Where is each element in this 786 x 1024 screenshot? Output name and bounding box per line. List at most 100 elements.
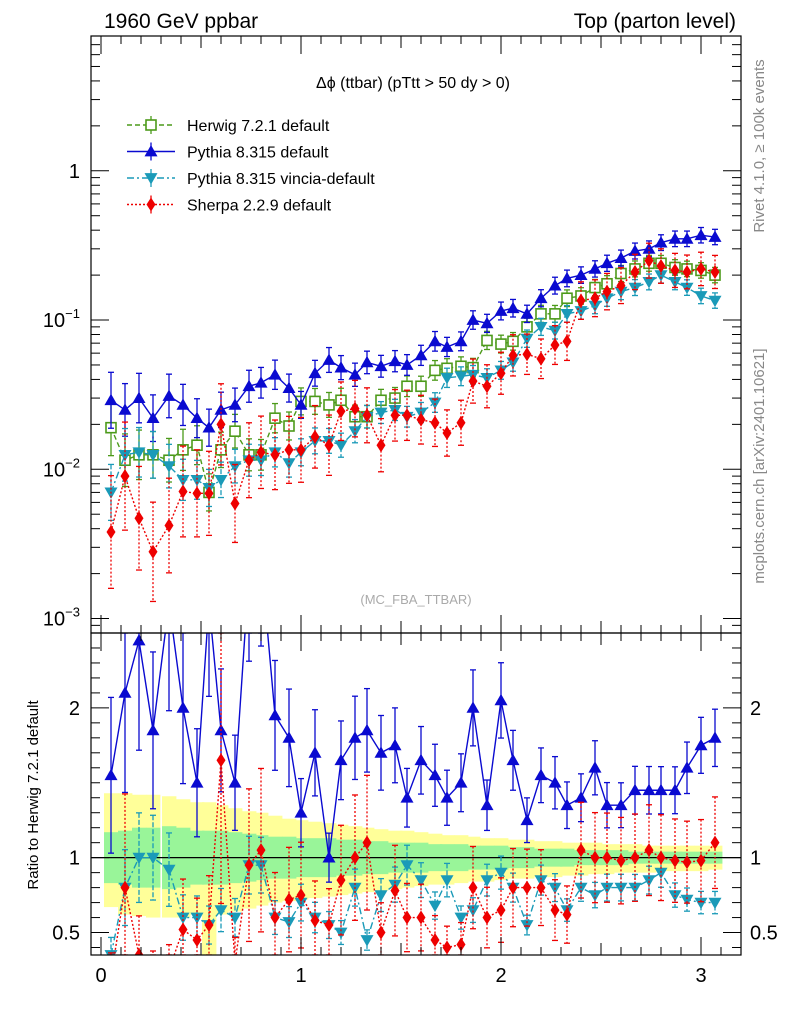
point-pythia — [360, 723, 374, 736]
point-pythia — [480, 316, 494, 329]
point-pythia — [268, 368, 282, 380]
point-sherpa — [576, 843, 586, 858]
y-tick-exp: −3 — [65, 605, 80, 620]
legend-label-pythia: Pythia 8.315 default — [187, 145, 329, 162]
point-sherpa — [336, 873, 346, 888]
point-pythia — [334, 753, 348, 766]
point-vincia — [282, 917, 296, 929]
point-sherpa — [296, 442, 306, 457]
point-sherpa — [120, 880, 130, 895]
series-line-vincia — [110, 274, 716, 493]
point-vincia — [374, 890, 388, 902]
point-pythia — [308, 366, 322, 379]
series-line-sherpa — [110, 259, 716, 554]
point-sherpa — [430, 933, 440, 948]
y-tick-label: 10−3 — [43, 605, 80, 631]
point-sherpa — [107, 970, 116, 984]
ratio-series-sherpa — [107, 633, 720, 984]
point-sherpa — [192, 933, 202, 948]
point-vincia — [162, 461, 176, 473]
point-pythia — [454, 776, 468, 788]
point-sherpa — [656, 850, 666, 865]
point-pythia — [680, 761, 694, 773]
main-panel — [104, 226, 722, 603]
point-sherpa — [390, 883, 400, 898]
point-sherpa — [482, 910, 492, 925]
point-sherpa — [576, 293, 586, 308]
point-herwig — [269, 412, 281, 424]
point-pythia — [428, 334, 442, 347]
point-pythia — [388, 738, 402, 751]
point-sherpa — [231, 955, 240, 969]
point-pythia — [628, 783, 642, 796]
point-sherpa — [496, 903, 506, 918]
point-sherpa — [216, 753, 226, 768]
point-sherpa — [644, 843, 654, 858]
point-pythia — [163, 597, 176, 608]
point-sherpa — [134, 511, 144, 526]
point-vincia — [374, 407, 388, 420]
point-herwig — [229, 425, 241, 437]
point-herwig — [535, 308, 547, 320]
point-vincia — [440, 372, 454, 385]
point-pythia — [348, 731, 362, 743]
point-pythia — [255, 552, 268, 563]
x-tick-label: 0 — [95, 965, 106, 987]
point-sherpa — [550, 903, 560, 918]
point-vincia — [132, 447, 146, 459]
point-pythia — [506, 753, 520, 766]
point-vincia — [454, 371, 468, 383]
point-sherpa — [508, 880, 518, 895]
point-pythia — [242, 379, 256, 392]
point-pythia — [176, 701, 190, 713]
point-pythia — [334, 361, 348, 373]
point-pythia — [694, 738, 708, 751]
point-sherpa — [204, 486, 214, 501]
point-sherpa — [416, 412, 426, 427]
point-sherpa — [178, 484, 188, 499]
legend-label-sherpa: Sherpa 2.2.9 default — [187, 198, 332, 215]
ratio-panel — [91, 552, 741, 984]
point-pythia — [454, 334, 468, 347]
point-vincia — [680, 894, 694, 907]
x-tick-label: 1 — [295, 965, 306, 987]
point-sherpa — [522, 347, 532, 362]
point-sherpa — [442, 426, 452, 441]
y-tick-base: 10 — [43, 459, 65, 481]
point-pythia — [708, 230, 722, 242]
point-herwig — [309, 395, 321, 408]
x-tick-label: 3 — [695, 965, 706, 987]
point-sherpa — [350, 401, 360, 416]
point-vincia — [494, 867, 508, 880]
point-vincia — [400, 860, 414, 872]
point-pythia — [494, 693, 508, 706]
point-sherpa — [508, 348, 518, 363]
ratio-y-tick-label: 2 — [69, 698, 80, 720]
point-pythia — [202, 421, 216, 433]
point-herwig — [561, 292, 573, 305]
point-pythia — [388, 354, 402, 367]
y-tick-exp: −2 — [65, 455, 80, 470]
point-sherpa — [284, 892, 294, 907]
point-pythia — [506, 301, 520, 314]
y-tick-exp: −1 — [65, 306, 80, 321]
point-vincia — [176, 912, 190, 925]
point-pythia — [680, 232, 694, 244]
point-sherpa — [284, 442, 294, 457]
point-sherpa — [456, 415, 466, 430]
point-herwig — [429, 364, 441, 377]
point-pythia — [614, 251, 628, 263]
point-vincia — [588, 890, 602, 902]
point-pythia — [440, 791, 454, 803]
point-sherpa — [482, 379, 492, 394]
point-vincia — [214, 905, 228, 917]
ratio-y-tick-label-right: 2 — [750, 698, 761, 720]
point-pythia — [414, 348, 428, 361]
ratio-y-tick-label-right: 0.5 — [750, 923, 778, 945]
point-pythia — [574, 268, 588, 280]
point-vincia — [694, 291, 708, 303]
point-vincia — [132, 852, 146, 865]
point-sherpa — [682, 855, 692, 870]
series-line-sherpa — [113, 760, 716, 955]
